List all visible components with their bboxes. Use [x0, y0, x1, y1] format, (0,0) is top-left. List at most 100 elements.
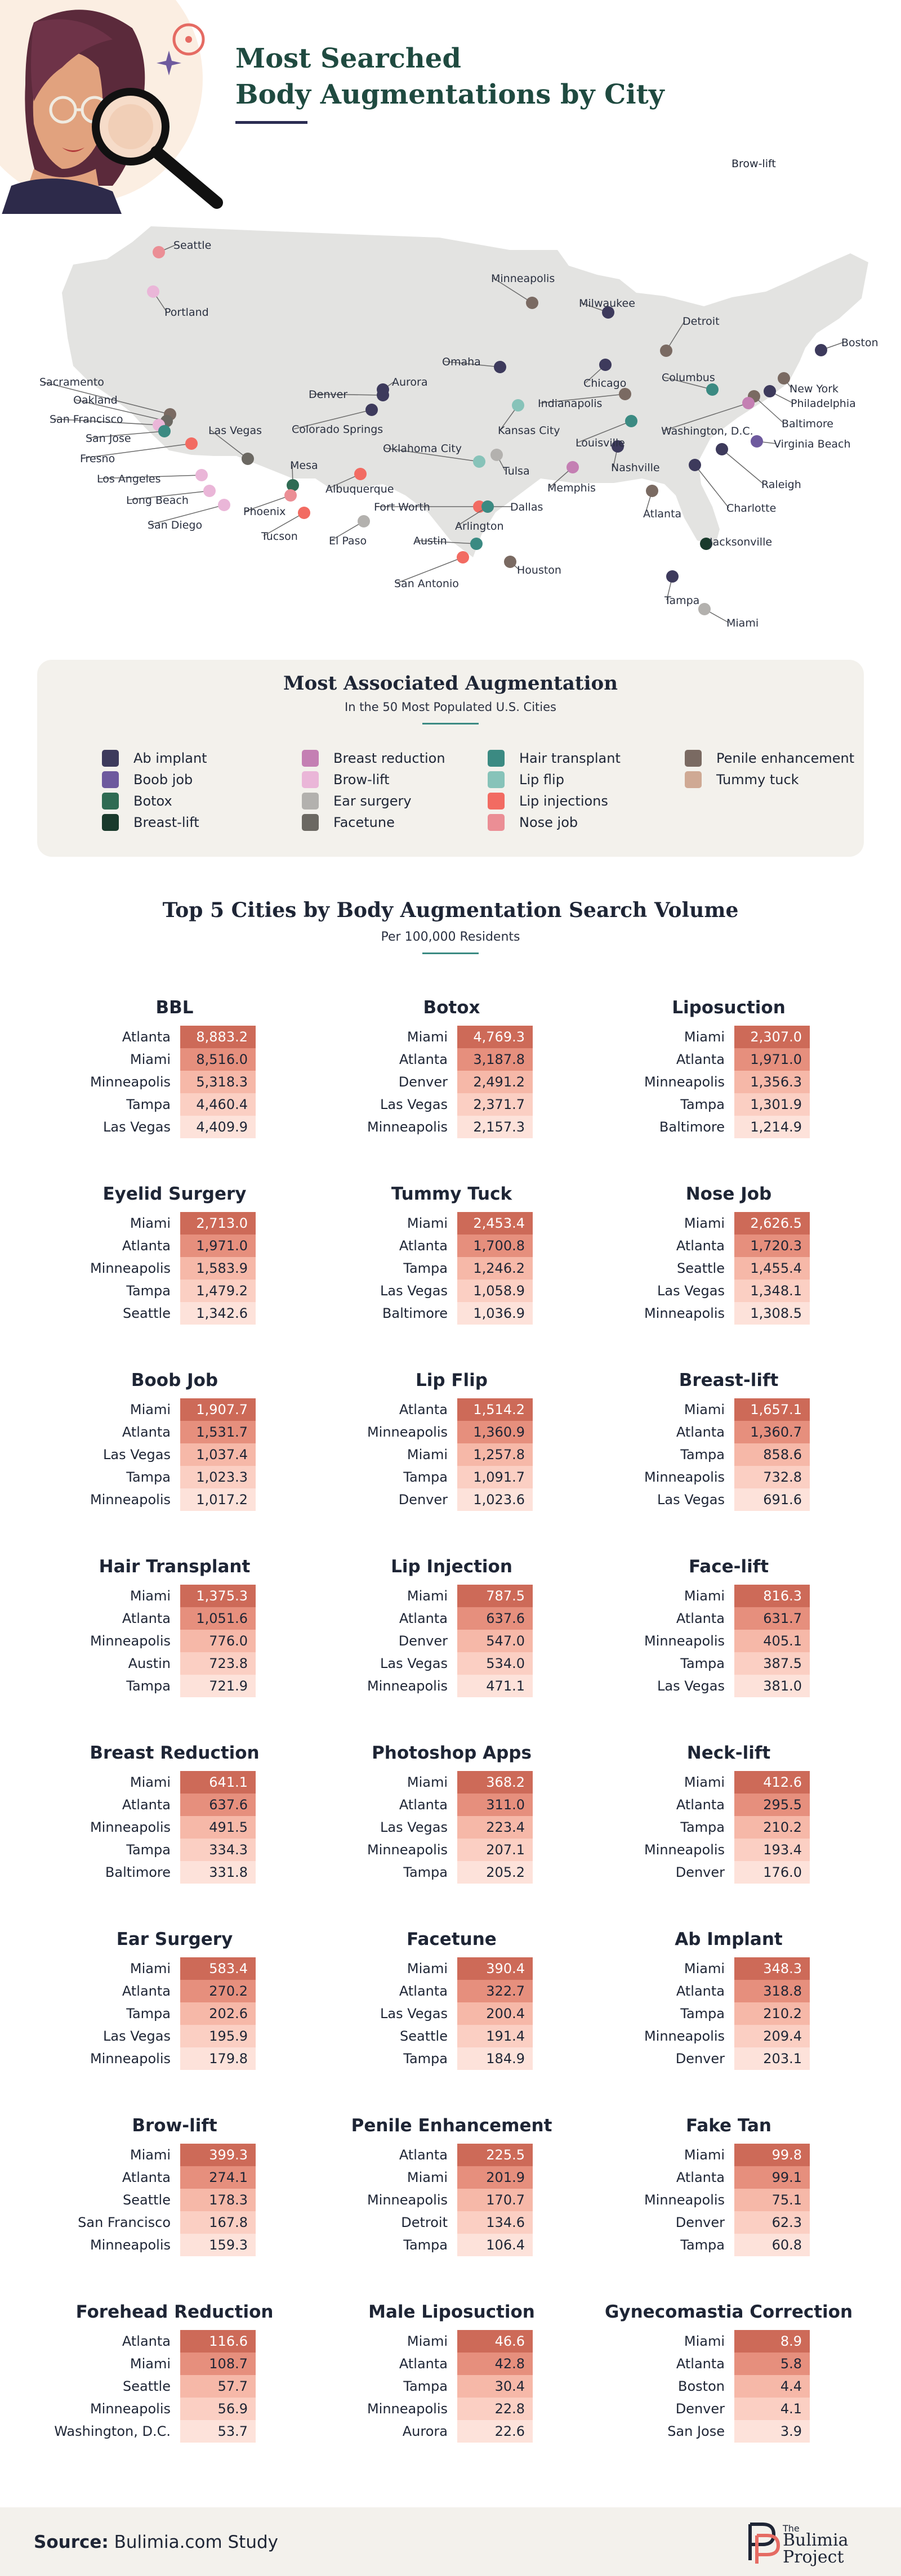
map-pin-tampa[interactable] — [666, 570, 679, 583]
map-pin-indianapolis[interactable] — [619, 388, 631, 400]
ranking-row: Austin 723.8 — [28, 1652, 321, 1675]
map-pin-columbus[interactable] — [706, 383, 719, 396]
map-pin-milwaukee[interactable] — [602, 306, 614, 319]
map-pin-washington-d-c[interactable] — [742, 397, 755, 409]
ranking-value: 205.2 — [457, 1861, 533, 1884]
map-pin-philadelphia[interactable] — [764, 385, 776, 397]
legend-label: Botox — [133, 793, 172, 809]
map-pin-raleigh[interactable] — [716, 443, 728, 455]
ranking-row: Baltimore 331.8 — [28, 1861, 321, 1884]
map-leader-line-phoenix — [245, 495, 291, 512]
map-pin-detroit[interactable] — [660, 345, 672, 357]
ranking-value: 1,356.3 — [734, 1071, 810, 1093]
ranking-value: 178.3 — [180, 2189, 256, 2211]
map-pin-las-vegas[interactable] — [242, 453, 254, 465]
ranking-card-title: Neck-lift — [686, 1743, 771, 1763]
ranking-row: Minneapolis 56.9 — [28, 2398, 321, 2420]
ranking-row: Las Vegas 223.4 — [305, 1816, 598, 1839]
map-pin-san-antonio[interactable] — [457, 551, 469, 564]
map-pin-oklahoma-city[interactable] — [473, 455, 485, 468]
map-pin-charlotte[interactable] — [689, 459, 701, 471]
map-pin-austin[interactable] — [470, 538, 483, 550]
ranking-value: 1,971.0 — [734, 1048, 810, 1071]
ranking-value: 1,583.9 — [180, 1257, 256, 1280]
map-pin-mesa[interactable] — [287, 479, 299, 491]
ranking-row: Seattle 191.4 — [305, 2025, 598, 2047]
map-pin-long-beach[interactable] — [203, 485, 216, 497]
map-pin-virginia-beach[interactable] — [751, 435, 763, 448]
ranking-city: Detroit — [401, 2215, 448, 2230]
ranking-value: 1,301.9 — [734, 1093, 810, 1116]
map-pin-tucson[interactable] — [298, 507, 310, 519]
ranking-row: Minneapolis 2,157.3 — [305, 1116, 598, 1138]
map-pin-jacksonville[interactable] — [700, 538, 712, 550]
map-pin-atlanta[interactable] — [646, 485, 658, 497]
legend-swatch — [102, 750, 119, 767]
ranking-row: Minneapolis 1,583.9 — [28, 1257, 321, 1280]
bulimia-project-logo-icon — [748, 2523, 780, 2564]
map-pin-arlington[interactable] — [481, 500, 494, 513]
ranking-card-title: Ear Surgery — [116, 1929, 233, 1949]
ranking-value: 2,371.7 — [457, 1093, 533, 1116]
legend-label: Hair transplant — [519, 750, 621, 766]
map-pin-memphis[interactable] — [567, 461, 579, 473]
map-pin-nashville[interactable] — [612, 440, 624, 453]
map-pin-houston[interactable] — [504, 556, 516, 568]
ranking-value: 1,514.2 — [457, 1398, 533, 1421]
ranking-city: Miami — [130, 1961, 171, 1976]
ranking-value: 60.8 — [734, 2234, 810, 2256]
ranking-city: Denver — [675, 1864, 725, 1880]
ranking-city: Miami — [407, 1215, 448, 1231]
ranking-row: Miami 99.8 — [582, 2144, 875, 2166]
map-pin-tulsa[interactable] — [490, 449, 503, 461]
ranking-city: Seattle — [123, 2192, 171, 2208]
header: Most Searched Body Augmentations by City… — [0, 0, 901, 220]
map-pin-colorado-springs[interactable] — [365, 404, 378, 416]
map-pin-el-paso[interactable] — [358, 515, 370, 527]
ranking-value: 270.2 — [180, 1980, 256, 2002]
map-city-label-memphis: Memphis — [547, 482, 596, 494]
ranking-row: Las Vegas 1,037.4 — [28, 1443, 321, 1466]
map-pin-san-diego[interactable] — [218, 499, 230, 511]
ranking-value: 8,883.2 — [180, 1026, 256, 1048]
ranking-city: Miami — [130, 2356, 171, 2372]
map-pin-minneapolis[interactable] — [526, 297, 538, 309]
ranking-card-title: Facetune — [407, 1929, 497, 1949]
map-pin-seattle[interactable] — [153, 246, 165, 258]
map-pin-fresno[interactable] — [185, 437, 198, 450]
ranking-city: Atlanta — [399, 1797, 448, 1813]
ranking-row: Seattle 1,342.6 — [28, 1302, 321, 1325]
ranking-city: Tampa — [680, 2237, 725, 2253]
ranking-card: Lip Flip Atlanta 1,514.2 Minneapolis 1,360.9… — [305, 1370, 598, 1539]
ranking-value: 4,460.4 — [180, 1093, 256, 1116]
ranking-value: 203.1 — [734, 2047, 810, 2070]
map-pin-aurora[interactable] — [377, 383, 389, 396]
ranking-value: 1,455.4 — [734, 1257, 810, 1280]
legend-swatch — [302, 771, 319, 788]
ranking-row: Atlanta 3,187.8 — [305, 1048, 598, 1071]
map-pin-boston[interactable] — [815, 344, 827, 356]
map-city-label-atlanta: Atlanta — [643, 508, 682, 520]
map-pin-phoenix[interactable] — [284, 489, 297, 502]
ranking-row: Atlanta 42.8 — [305, 2353, 598, 2375]
map-pin-kansas-city[interactable] — [512, 399, 524, 412]
legend-underline — [422, 723, 479, 724]
ranking-city: Minneapolis — [644, 1633, 725, 1649]
ranking-row: Tampa 60.8 — [582, 2234, 875, 2256]
map-pin-louisville[interactable] — [625, 415, 637, 427]
map-pin-new-york[interactable] — [778, 372, 790, 384]
map-pin-san-jose[interactable] — [158, 425, 171, 437]
map-pin-chicago[interactable] — [599, 359, 612, 371]
map-pin-miami[interactable] — [698, 603, 711, 615]
ranking-value: 1,700.8 — [457, 1235, 533, 1257]
footer-logo-text: Bulimia Project — [783, 2532, 848, 2566]
ranking-value: 331.8 — [180, 1861, 256, 1884]
map-pin-los-angeles[interactable] — [195, 469, 208, 481]
ranking-city: Las Vegas — [657, 1283, 725, 1299]
map-pin-portland[interactable] — [147, 285, 159, 298]
map-pin-omaha[interactable] — [494, 361, 506, 373]
ranking-city: Minneapolis — [90, 1260, 171, 1276]
legend-swatch — [302, 793, 319, 810]
ranking-row: Minneapolis 207.1 — [305, 1839, 598, 1861]
map-pin-albuquerque[interactable] — [354, 468, 367, 480]
